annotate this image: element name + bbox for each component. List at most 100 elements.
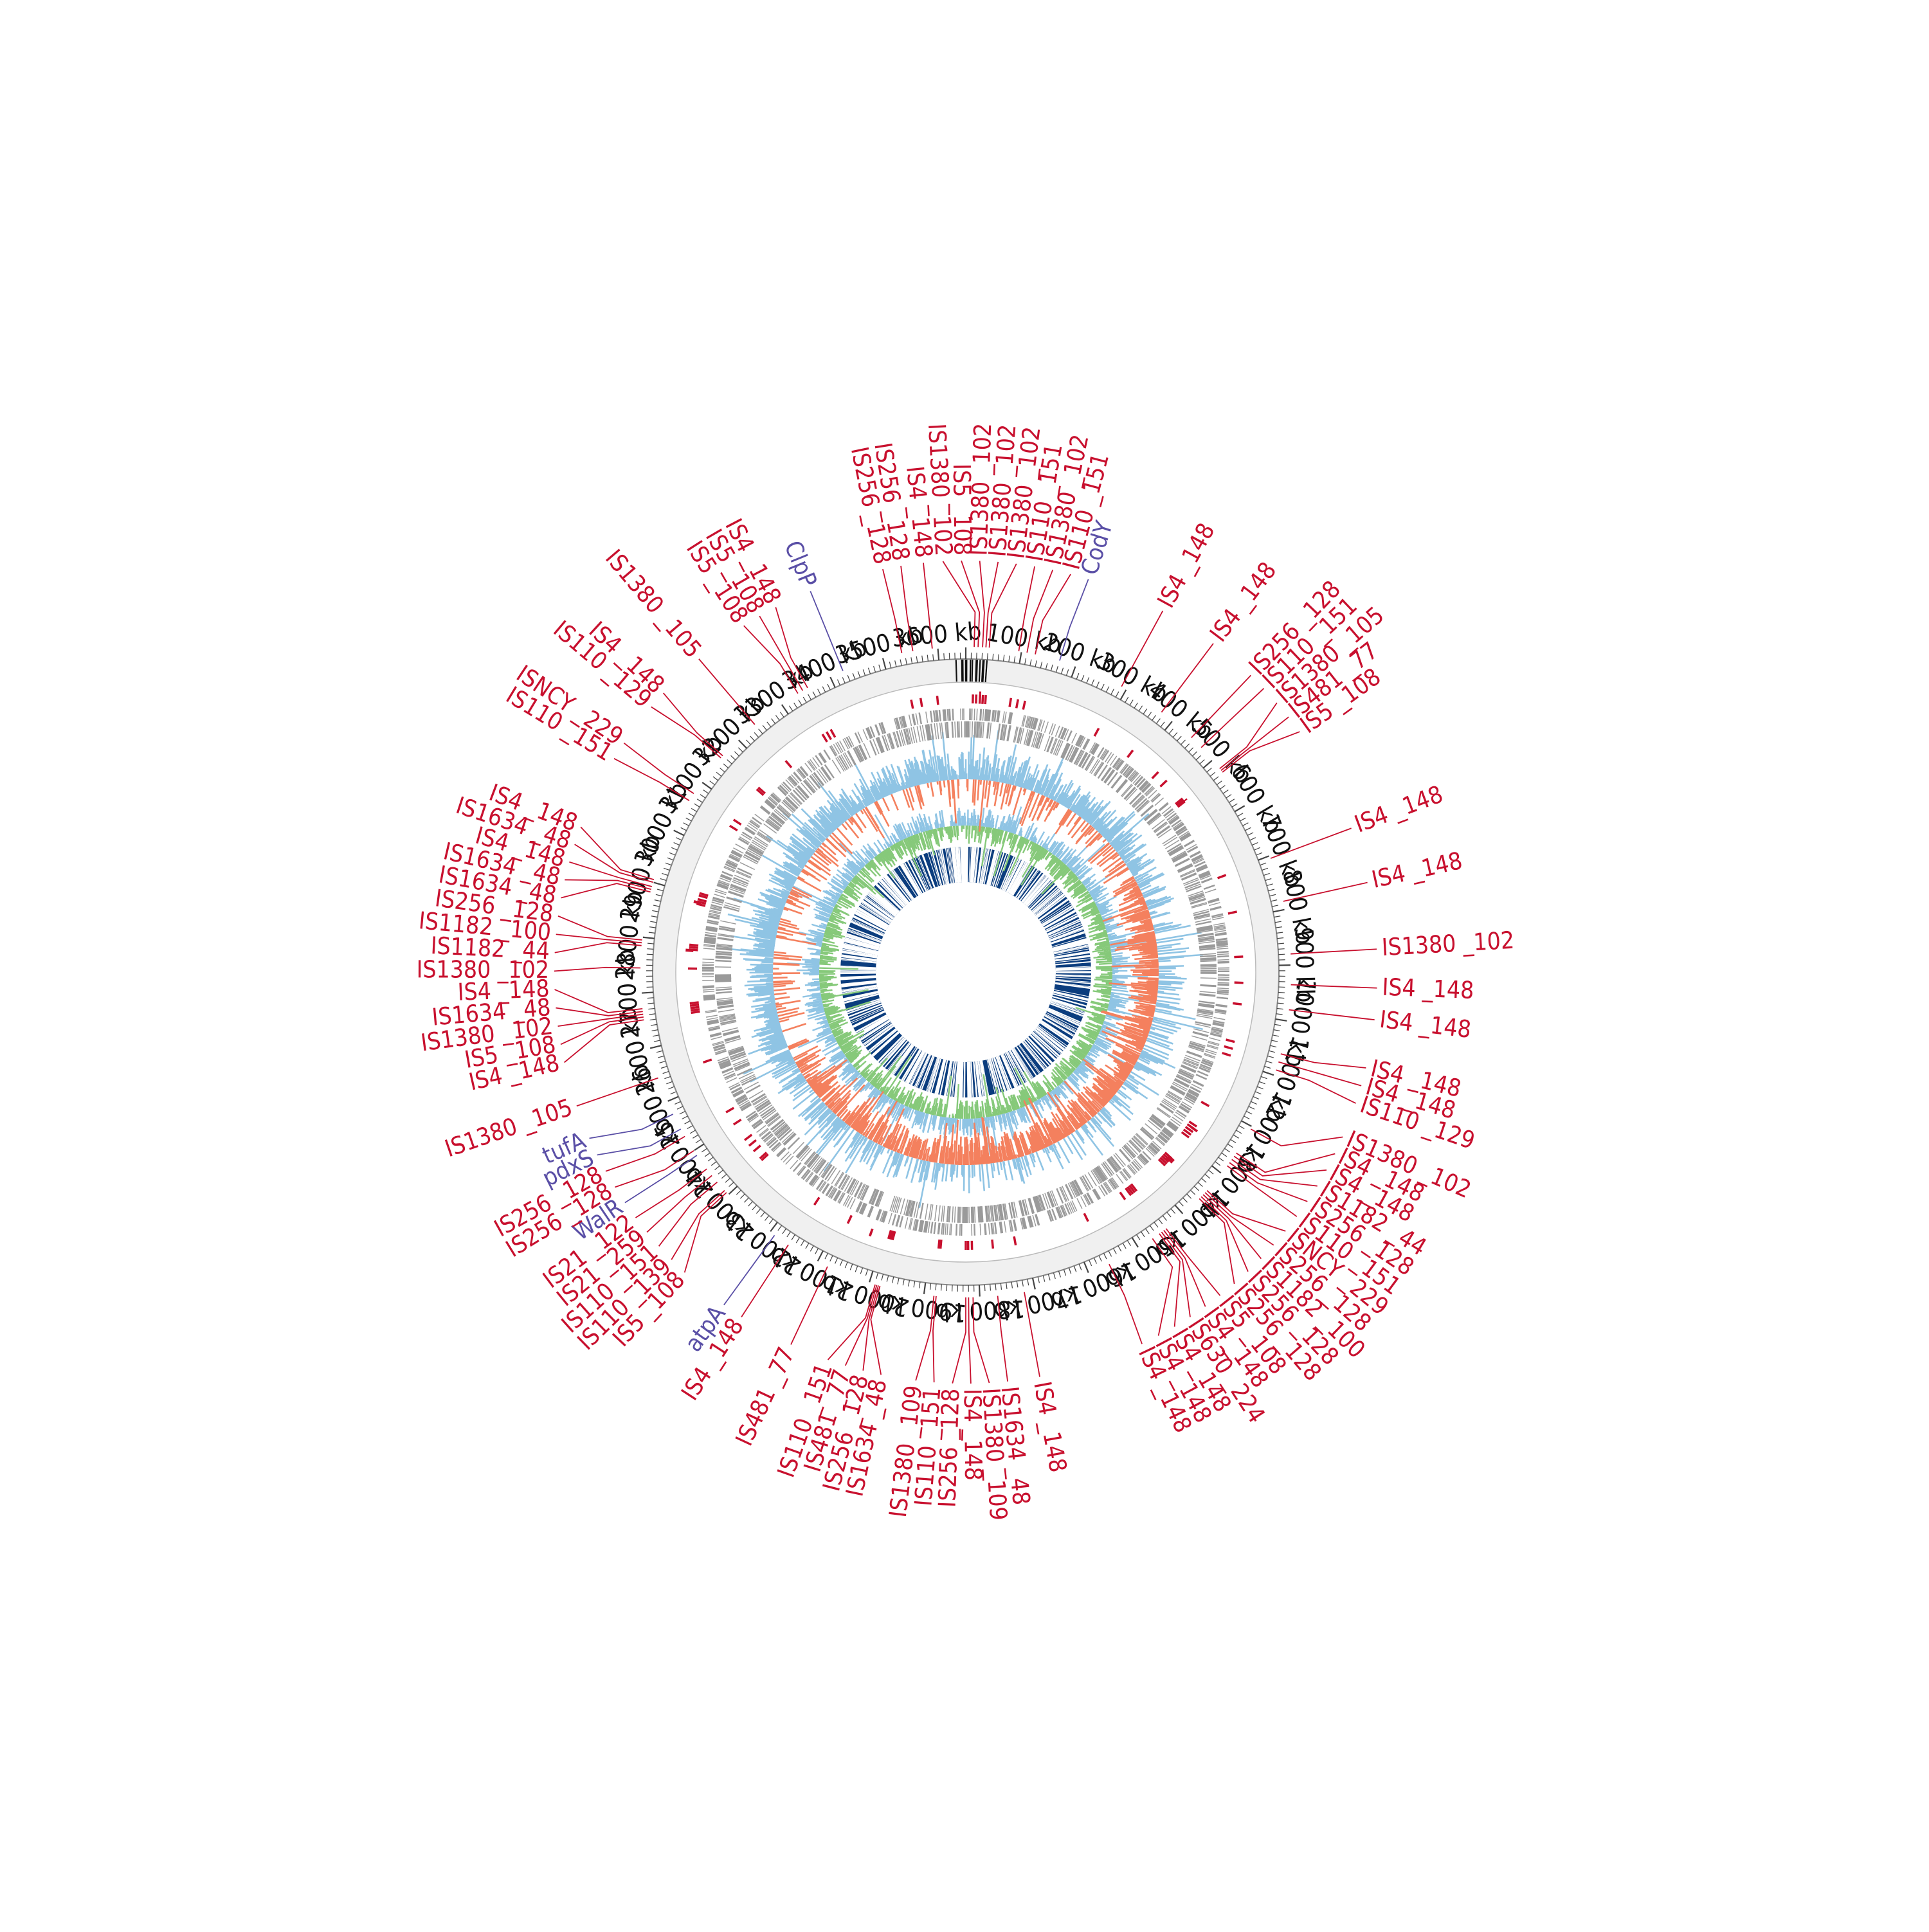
cds-mark: [1196, 922, 1211, 925]
gc-content-mark: [1096, 967, 1112, 968]
gc-skew-mark: [775, 997, 790, 999]
gc-skew-mark: [958, 1144, 959, 1164]
gc-content-mark: [1035, 841, 1037, 843]
cds-mark: [1218, 982, 1229, 983]
gc-skew-mark: [942, 1164, 943, 1167]
cds-mark: [1172, 1117, 1182, 1123]
cds-mark: [983, 722, 984, 738]
cds-mark: [1002, 711, 1004, 723]
cds-mark: [1103, 1183, 1110, 1193]
gc-skew-mark: [1043, 1149, 1045, 1153]
gc-content-mark: [1111, 989, 1128, 991]
gc-content-mark: [952, 826, 953, 837]
gc-skew-mark: [977, 780, 979, 800]
gc-content-mark: [957, 826, 958, 836]
cds-mark: [1209, 1038, 1220, 1041]
cds-mark: [988, 710, 990, 721]
gc-skew-mark: [837, 828, 852, 845]
gc-skew-mark: [1068, 817, 1081, 835]
gc-content-mark: [958, 1109, 959, 1119]
gc-skew-mark: [883, 798, 889, 811]
gc-content-mark: [1107, 959, 1112, 960]
cds-mark: [1191, 1036, 1207, 1040]
gc-content-mark: [977, 1118, 978, 1132]
gc-content-mark: [970, 1119, 971, 1137]
gc-skew-mark: [779, 1019, 789, 1022]
cds-mark: [1098, 747, 1103, 757]
gc-content-mark: [884, 844, 887, 849]
gc-skew-mark: [993, 1163, 995, 1171]
gc-content-mark: [820, 953, 828, 955]
gc-skew-mark: [773, 977, 788, 978]
gc-skew-mark: [911, 1159, 918, 1182]
cds-mark: [1200, 978, 1217, 979]
gc-content-mark: [1112, 960, 1120, 961]
gc-content-mark: [995, 815, 998, 829]
gc-skew-mark: [1155, 1011, 1195, 1019]
cds-mark: [1216, 939, 1227, 940]
gc-skew-mark: [779, 1013, 804, 1019]
gc-content-mark: [990, 828, 991, 833]
cds-mark: [1217, 990, 1229, 991]
cds-mark: [1209, 903, 1220, 906]
cds-mark: [1053, 1209, 1056, 1220]
gc-content-mark: [858, 1070, 860, 1072]
gc-skew-mark: [974, 779, 975, 805]
gc-skew-mark: [937, 781, 938, 784]
gc-skew-mark: [774, 988, 800, 991]
gc-content-mark: [1111, 953, 1123, 954]
gc-content-mark: [831, 914, 833, 915]
gc-content-mark: [915, 1110, 916, 1113]
gc-skew-mark: [1103, 840, 1106, 842]
cds-mark: [986, 709, 987, 721]
cds-mark: [1067, 731, 1072, 741]
gc-skew-mark: [1138, 982, 1159, 983]
gc-skew-mark: [773, 981, 791, 982]
gc-content-mark: [971, 1107, 972, 1119]
gc-skew-mark: [775, 1003, 779, 1004]
gc-skew-mark: [775, 1000, 801, 1005]
gc-skew-mark: [1158, 989, 1175, 990]
cds-mark: [1072, 733, 1077, 743]
gc-skew-mark: [1157, 997, 1181, 1000]
gc-skew-mark: [946, 1164, 948, 1182]
gc-skew-mark: [832, 833, 852, 853]
gc-content-mark: [960, 1119, 961, 1131]
gc-content-mark: [1096, 978, 1112, 979]
gc-skew-mark: [883, 1150, 892, 1173]
cds-mark: [1200, 991, 1216, 993]
gc-skew-mark: [927, 783, 928, 788]
gc-skew-mark: [777, 1007, 786, 1009]
gc-skew-mark: [1008, 1160, 1013, 1180]
gc-content-mark: [1112, 987, 1127, 988]
gc-content-mark: [984, 1117, 985, 1121]
gc-content-mark: [975, 1104, 977, 1118]
gc-content-mark: [940, 824, 941, 827]
cds-mark: [1101, 1185, 1107, 1195]
cds-mark: [1217, 946, 1228, 948]
gc-content-mark: [826, 1016, 829, 1017]
gc-content-mark: [1111, 951, 1116, 952]
cds-mark: [1200, 985, 1216, 986]
cds-mark: [1085, 756, 1093, 770]
gc-skew-mark: [972, 1165, 973, 1178]
gc-skew-mark: [842, 824, 847, 830]
gc-content-mark: [1112, 977, 1128, 978]
cds-mark: [1098, 765, 1107, 779]
gc-skew-mark: [766, 985, 774, 986]
cds-mark: [1217, 948, 1228, 950]
gc-content-mark: [821, 923, 827, 925]
gc-skew-mark: [944, 781, 945, 788]
cds-mark: [1165, 840, 1179, 849]
cds-mark: [1214, 1018, 1226, 1020]
gc-content-mark: [823, 1004, 826, 1005]
gc-skew-mark: [778, 928, 806, 935]
gc-content-mark: [969, 1106, 970, 1119]
gc-skew-mark: [810, 1090, 813, 1092]
core-gene-gap: [967, 847, 968, 882]
cds-mark: [1195, 1022, 1211, 1025]
gc-skew-mark: [993, 781, 994, 786]
cds-mark: [1159, 802, 1168, 810]
